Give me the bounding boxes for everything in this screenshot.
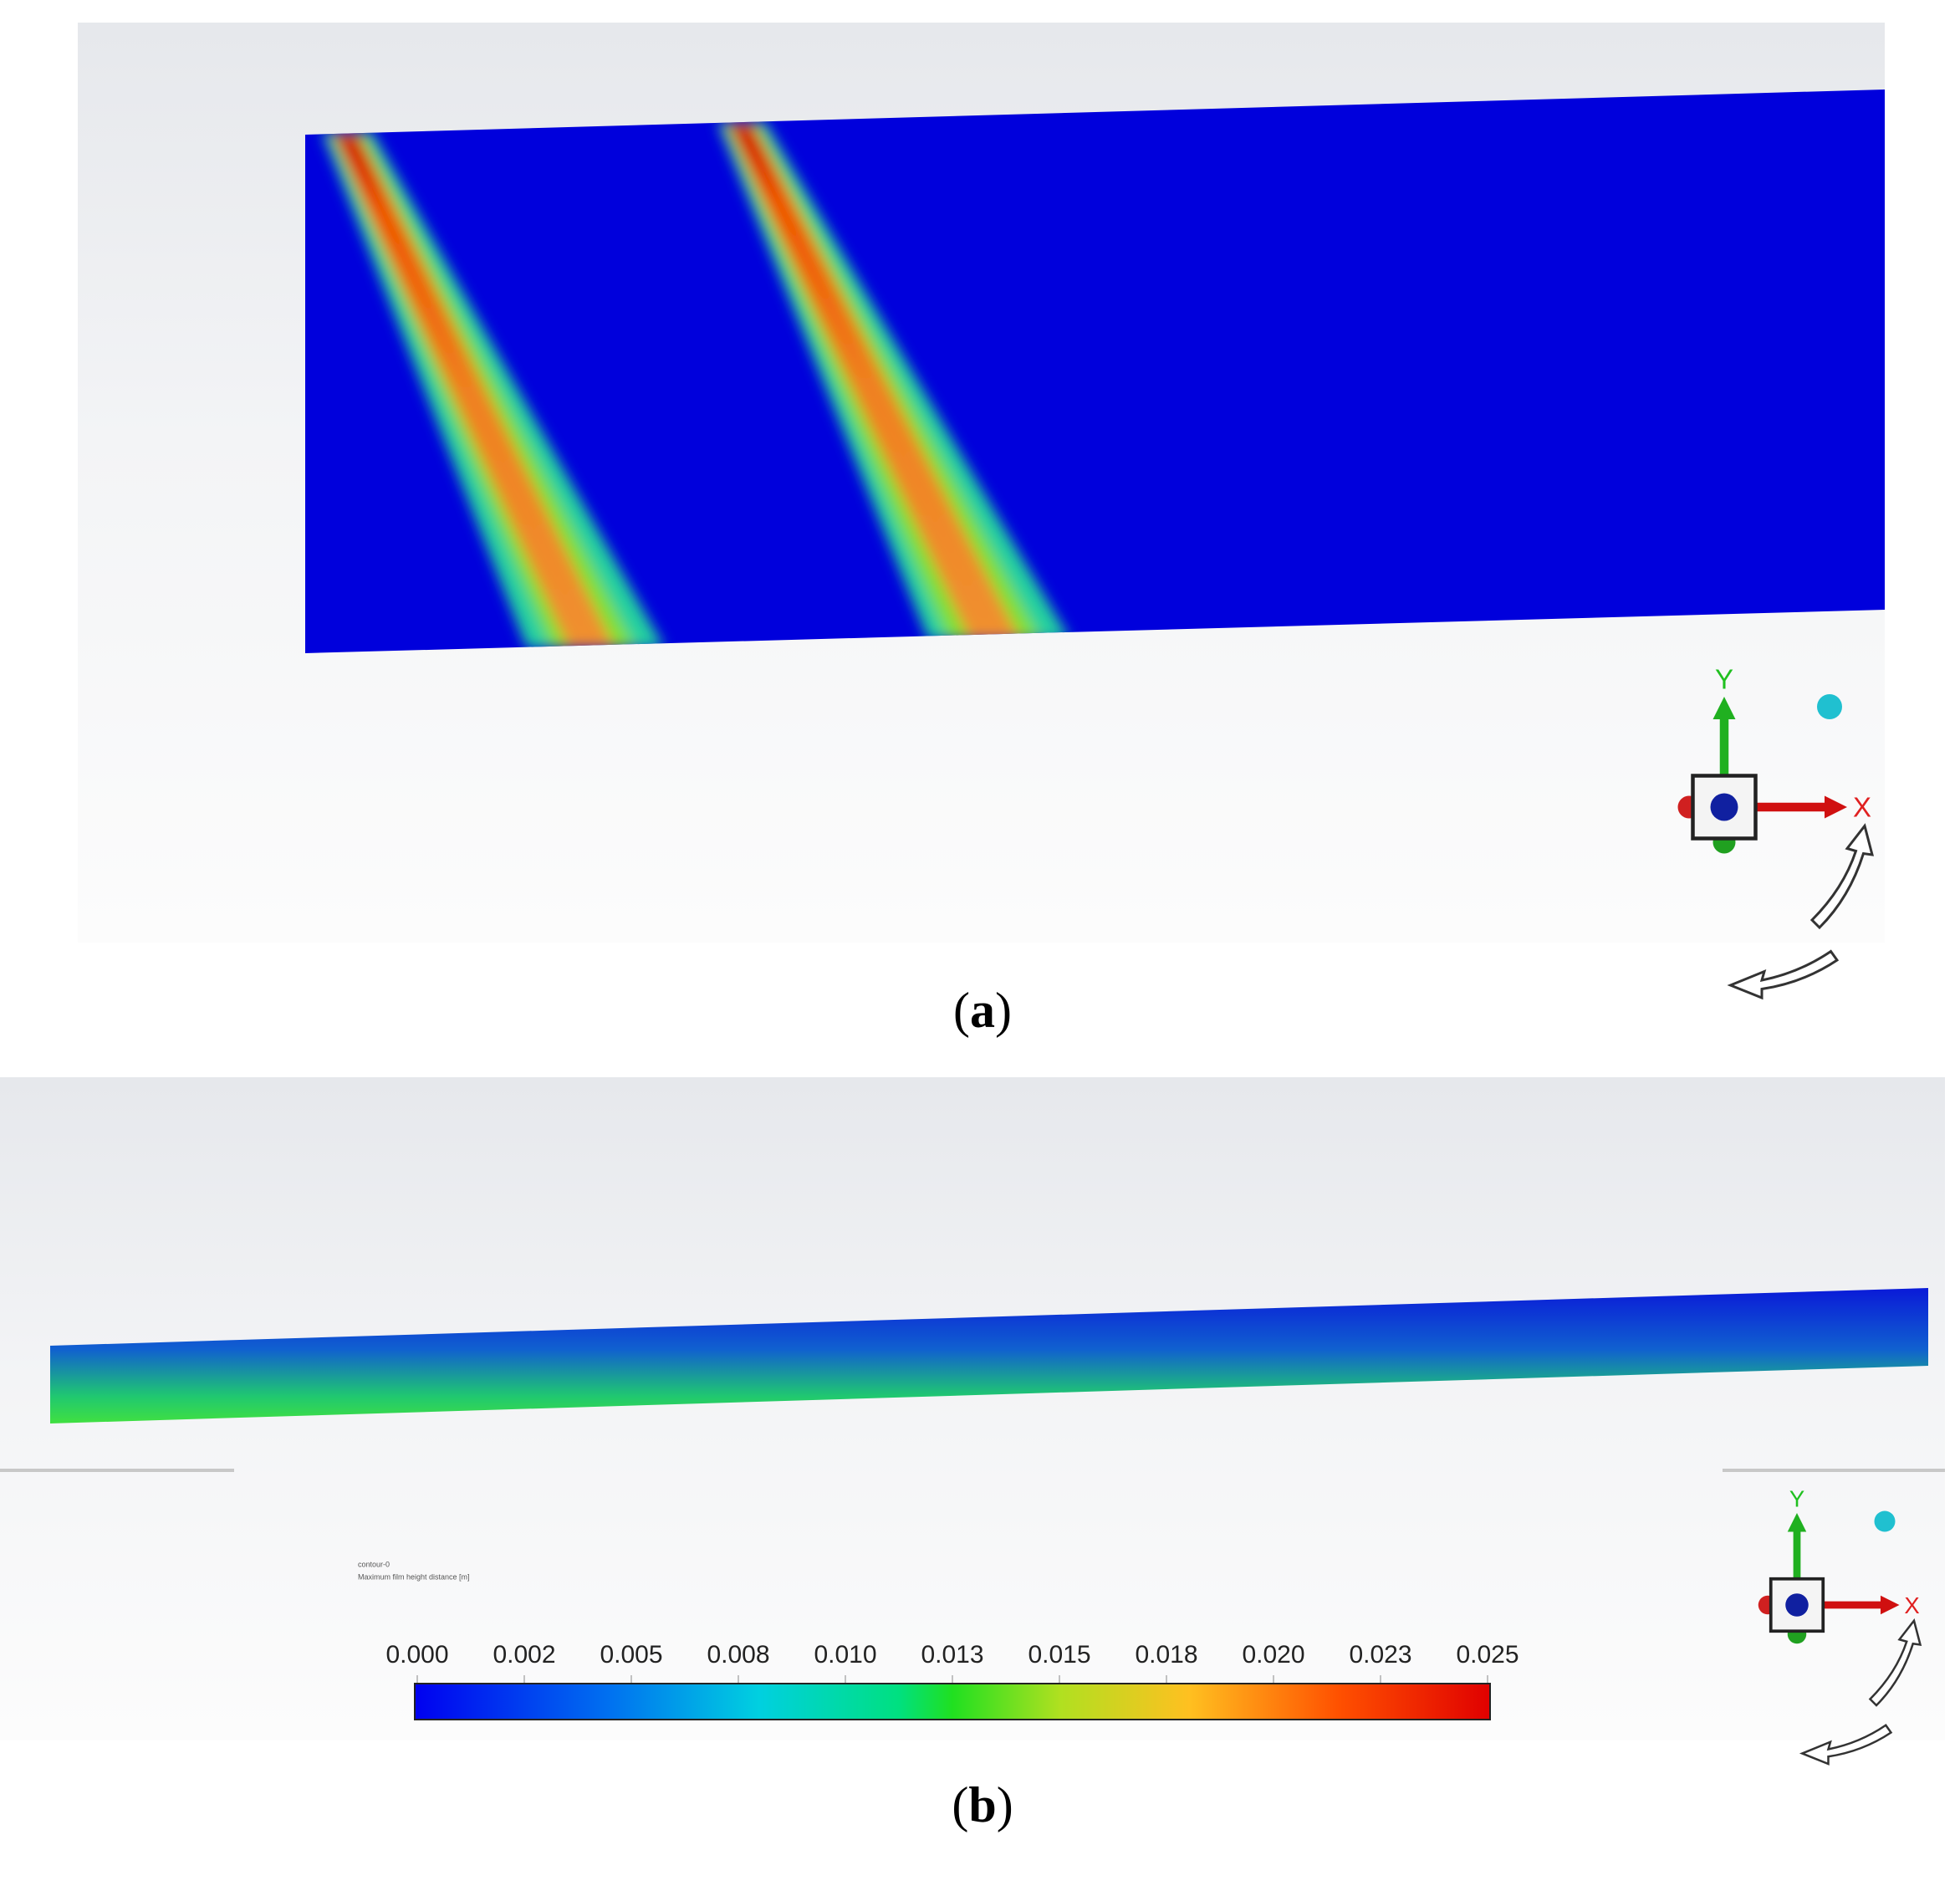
colorbar-tick-label: 0.020 <box>1242 1641 1304 1669</box>
panel-label: (a) <box>953 983 1012 1038</box>
label-letter: a <box>970 983 995 1038</box>
colorbar-tick-label: 0.010 <box>814 1641 876 1669</box>
y-axis-head <box>1787 1513 1807 1532</box>
colorbar-tick-label: 0.000 <box>385 1641 448 1669</box>
axis-triad: YX <box>1677 664 1875 1000</box>
legend-quantity: Maximum film height distance [m] <box>358 1572 470 1581</box>
colorbar-tick-label: 0.005 <box>600 1641 662 1669</box>
label-paren: ) <box>997 1777 1013 1832</box>
colorbar-tick-label: 0.023 <box>1349 1641 1411 1669</box>
rotate-arrow <box>1809 823 1875 930</box>
y-axis-label: Y <box>1715 664 1733 695</box>
label-paren: ( <box>952 1777 968 1832</box>
film-stripes <box>322 122 1070 648</box>
y-axis-label: Y <box>1789 1485 1804 1511</box>
x-axis-head <box>1825 795 1847 819</box>
stripe-core <box>727 124 1020 640</box>
rotate-arrow <box>1868 1618 1922 1707</box>
x-axis-head <box>1881 1595 1900 1615</box>
axis-triad: YX <box>1758 1485 1922 1766</box>
contour-plate <box>305 89 1885 653</box>
label-paren: ( <box>953 983 970 1038</box>
x-axis-label: X <box>1853 792 1871 823</box>
colorbar-tick-label: 0.025 <box>1456 1641 1518 1669</box>
colorbar-tick-label: 0.008 <box>707 1641 769 1669</box>
label-letter: b <box>968 1777 996 1832</box>
colorbar-tick-label: 0.018 <box>1135 1641 1197 1669</box>
x-axis-label: X <box>1904 1592 1919 1618</box>
legend-name: contour-0 <box>358 1560 390 1568</box>
colorbar-ticks: 0.000 0.002 0.005 0.008 0.010 0.013 0.015 0.018… <box>385 1641 1519 1684</box>
panel-label: (b) <box>952 1777 1013 1832</box>
rotate-arrow <box>1727 949 1840 1000</box>
z-axis-dot <box>1710 793 1738 821</box>
colorbar <box>414 1683 1491 1720</box>
colorbar-tick-label: 0.015 <box>1028 1641 1090 1669</box>
view-sphere <box>1817 694 1842 719</box>
colorbar-tick-label: 0.002 <box>493 1641 555 1669</box>
view-sphere <box>1874 1510 1896 1532</box>
z-axis-dot <box>1785 1593 1809 1617</box>
y-axis-head <box>1712 697 1736 719</box>
stripe-core <box>333 134 615 648</box>
rotate-arrow <box>1799 1724 1893 1766</box>
label-paren: ) <box>995 983 1012 1038</box>
contour-film <box>50 1288 1928 1423</box>
colorbar-tick-label: 0.013 <box>921 1641 983 1669</box>
